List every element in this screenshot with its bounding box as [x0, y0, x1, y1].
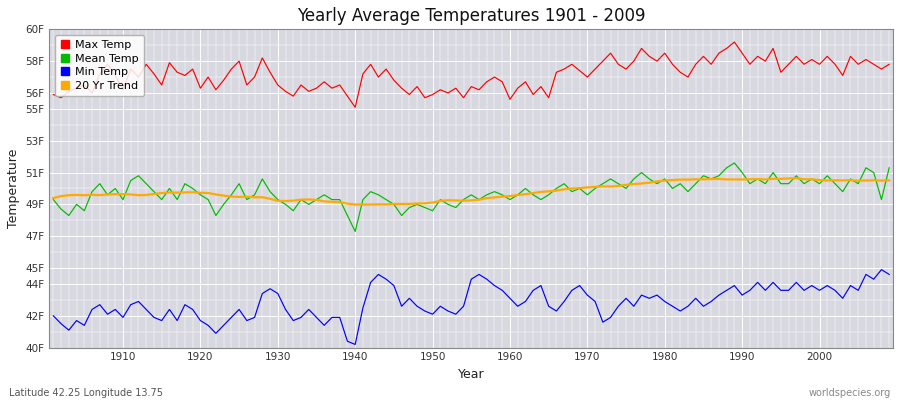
- 20 Yr Trend: [350, 202, 361, 207]
- Max Temp: [884, 62, 895, 67]
- Max Temp: [110, 73, 121, 78]
- Mean Temp: [48, 197, 58, 202]
- Text: worldspecies.org: worldspecies.org: [809, 388, 891, 398]
- Mean Temp: [280, 202, 291, 207]
- X-axis label: Year: Year: [458, 368, 484, 381]
- Min Temp: [327, 315, 338, 320]
- Max Temp: [350, 105, 361, 110]
- 20 Yr Trend: [884, 178, 895, 183]
- Max Temp: [327, 86, 338, 90]
- Max Temp: [505, 97, 516, 102]
- Line: Max Temp: Max Temp: [53, 42, 889, 107]
- Min Temp: [884, 272, 895, 277]
- Min Temp: [110, 307, 121, 312]
- 20 Yr Trend: [505, 194, 516, 198]
- 20 Yr Trend: [791, 176, 802, 180]
- Mean Temp: [729, 160, 740, 165]
- Legend: Max Temp, Mean Temp, Min Temp, 20 Yr Trend: Max Temp, Mean Temp, Min Temp, 20 Yr Tre…: [55, 35, 144, 96]
- Mean Temp: [512, 192, 523, 197]
- Max Temp: [48, 92, 58, 97]
- Mean Temp: [350, 229, 361, 234]
- 20 Yr Trend: [512, 192, 523, 197]
- 20 Yr Trend: [48, 196, 58, 200]
- Y-axis label: Temperature: Temperature: [7, 149, 20, 228]
- 20 Yr Trend: [327, 199, 338, 204]
- Mean Temp: [884, 165, 895, 170]
- Mean Temp: [605, 176, 616, 181]
- Line: 20 Yr Trend: 20 Yr Trend: [53, 178, 889, 204]
- Mean Temp: [505, 197, 516, 202]
- Max Temp: [280, 89, 291, 94]
- Max Temp: [729, 40, 740, 44]
- Min Temp: [512, 304, 523, 309]
- Max Temp: [512, 86, 523, 90]
- Min Temp: [48, 314, 58, 318]
- Line: Mean Temp: Mean Temp: [53, 163, 889, 232]
- Min Temp: [876, 267, 886, 272]
- Line: Min Temp: Min Temp: [53, 270, 889, 344]
- Mean Temp: [327, 197, 338, 202]
- 20 Yr Trend: [110, 192, 121, 196]
- Min Temp: [280, 307, 291, 312]
- Min Temp: [350, 342, 361, 347]
- 20 Yr Trend: [280, 199, 291, 204]
- 20 Yr Trend: [605, 184, 616, 189]
- Min Temp: [505, 296, 516, 301]
- Max Temp: [605, 51, 616, 56]
- Title: Yearly Average Temperatures 1901 - 2009: Yearly Average Temperatures 1901 - 2009: [297, 7, 645, 25]
- Min Temp: [605, 315, 616, 320]
- Text: Latitude 42.25 Longitude 13.75: Latitude 42.25 Longitude 13.75: [9, 388, 163, 398]
- Mean Temp: [110, 186, 121, 191]
